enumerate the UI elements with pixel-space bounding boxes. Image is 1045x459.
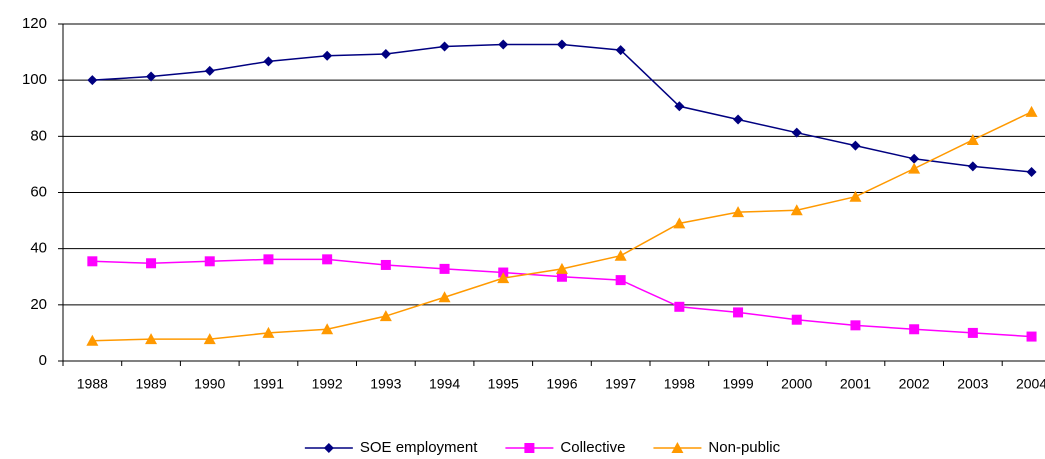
point bbox=[909, 324, 920, 335]
x-tick-label: 1992 bbox=[312, 376, 343, 392]
x-tick-label: 1990 bbox=[194, 376, 225, 392]
point bbox=[87, 75, 98, 86]
point bbox=[322, 254, 333, 265]
point bbox=[850, 140, 861, 151]
point bbox=[439, 41, 450, 52]
point bbox=[967, 327, 978, 338]
point bbox=[674, 301, 685, 312]
point bbox=[556, 271, 567, 282]
y-tick-label: 120 bbox=[22, 15, 47, 32]
point bbox=[146, 71, 157, 82]
point bbox=[204, 256, 215, 267]
point bbox=[790, 204, 803, 216]
y-tick-label: 0 bbox=[39, 352, 47, 369]
point bbox=[849, 190, 862, 202]
x-tick-label: 1995 bbox=[488, 376, 519, 392]
point bbox=[1026, 166, 1037, 177]
point bbox=[1025, 105, 1038, 117]
point bbox=[791, 314, 802, 325]
series-line bbox=[92, 111, 1032, 342]
y-tick-label: 100 bbox=[22, 71, 47, 88]
point bbox=[733, 307, 744, 318]
point bbox=[439, 263, 450, 274]
point bbox=[380, 49, 391, 60]
point bbox=[850, 320, 861, 331]
series-line bbox=[92, 43, 1032, 173]
x-tick-label: 1993 bbox=[370, 376, 401, 392]
y-tick-label: 40 bbox=[30, 240, 47, 257]
point bbox=[967, 161, 978, 172]
point bbox=[87, 256, 98, 267]
legend-label: Non-public bbox=[708, 439, 780, 456]
x-tick-label: 1998 bbox=[664, 376, 695, 392]
x-tick-label: 1996 bbox=[546, 376, 577, 392]
legend-label: Collective bbox=[560, 439, 625, 456]
x-tick-label: 2000 bbox=[781, 376, 812, 392]
legend: SOE employment Collective Non-public bbox=[304, 439, 781, 456]
point bbox=[1026, 331, 1037, 342]
x-tick-label: 1991 bbox=[253, 376, 284, 392]
point bbox=[321, 323, 334, 335]
x-tick-label: 1997 bbox=[605, 376, 636, 392]
point bbox=[263, 56, 274, 67]
point bbox=[614, 249, 627, 261]
x-tick-label: 2003 bbox=[957, 376, 988, 392]
point bbox=[380, 259, 391, 270]
point bbox=[146, 258, 157, 269]
point bbox=[674, 101, 685, 112]
point bbox=[323, 443, 334, 453]
point bbox=[322, 50, 333, 61]
point bbox=[555, 262, 568, 274]
point bbox=[556, 39, 567, 50]
point bbox=[671, 442, 684, 453]
point bbox=[966, 133, 979, 145]
x-tick-label: 2002 bbox=[899, 376, 930, 392]
x-tick-label: 2001 bbox=[840, 376, 871, 392]
point bbox=[673, 217, 686, 229]
point bbox=[615, 275, 626, 286]
legend-label: SOE employment bbox=[360, 439, 478, 456]
point bbox=[732, 206, 745, 218]
point bbox=[86, 334, 99, 346]
point bbox=[908, 162, 921, 174]
legend-item: Collective bbox=[505, 439, 625, 456]
point bbox=[438, 291, 451, 303]
legend-item: Non-public bbox=[653, 439, 781, 456]
point bbox=[498, 39, 509, 50]
x-tick-label: 2004 bbox=[1016, 376, 1045, 392]
x-tick-label: 1994 bbox=[429, 376, 460, 392]
point bbox=[145, 333, 158, 345]
point bbox=[615, 45, 626, 56]
point bbox=[497, 272, 510, 284]
point bbox=[262, 326, 275, 338]
y-tick-label: 80 bbox=[30, 127, 47, 144]
x-tick-label: 1999 bbox=[722, 376, 753, 392]
x-tick-label: 1988 bbox=[77, 376, 108, 392]
point bbox=[524, 443, 535, 453]
x-tick-label: 1989 bbox=[135, 376, 166, 392]
point bbox=[204, 65, 215, 76]
point bbox=[203, 333, 216, 345]
point bbox=[791, 127, 802, 138]
point bbox=[733, 114, 744, 125]
legend-item: SOE employment bbox=[304, 439, 478, 456]
y-tick-label: 60 bbox=[30, 183, 47, 200]
point bbox=[909, 153, 920, 164]
point bbox=[379, 310, 392, 322]
y-tick-label: 20 bbox=[30, 296, 47, 313]
point bbox=[263, 254, 274, 265]
